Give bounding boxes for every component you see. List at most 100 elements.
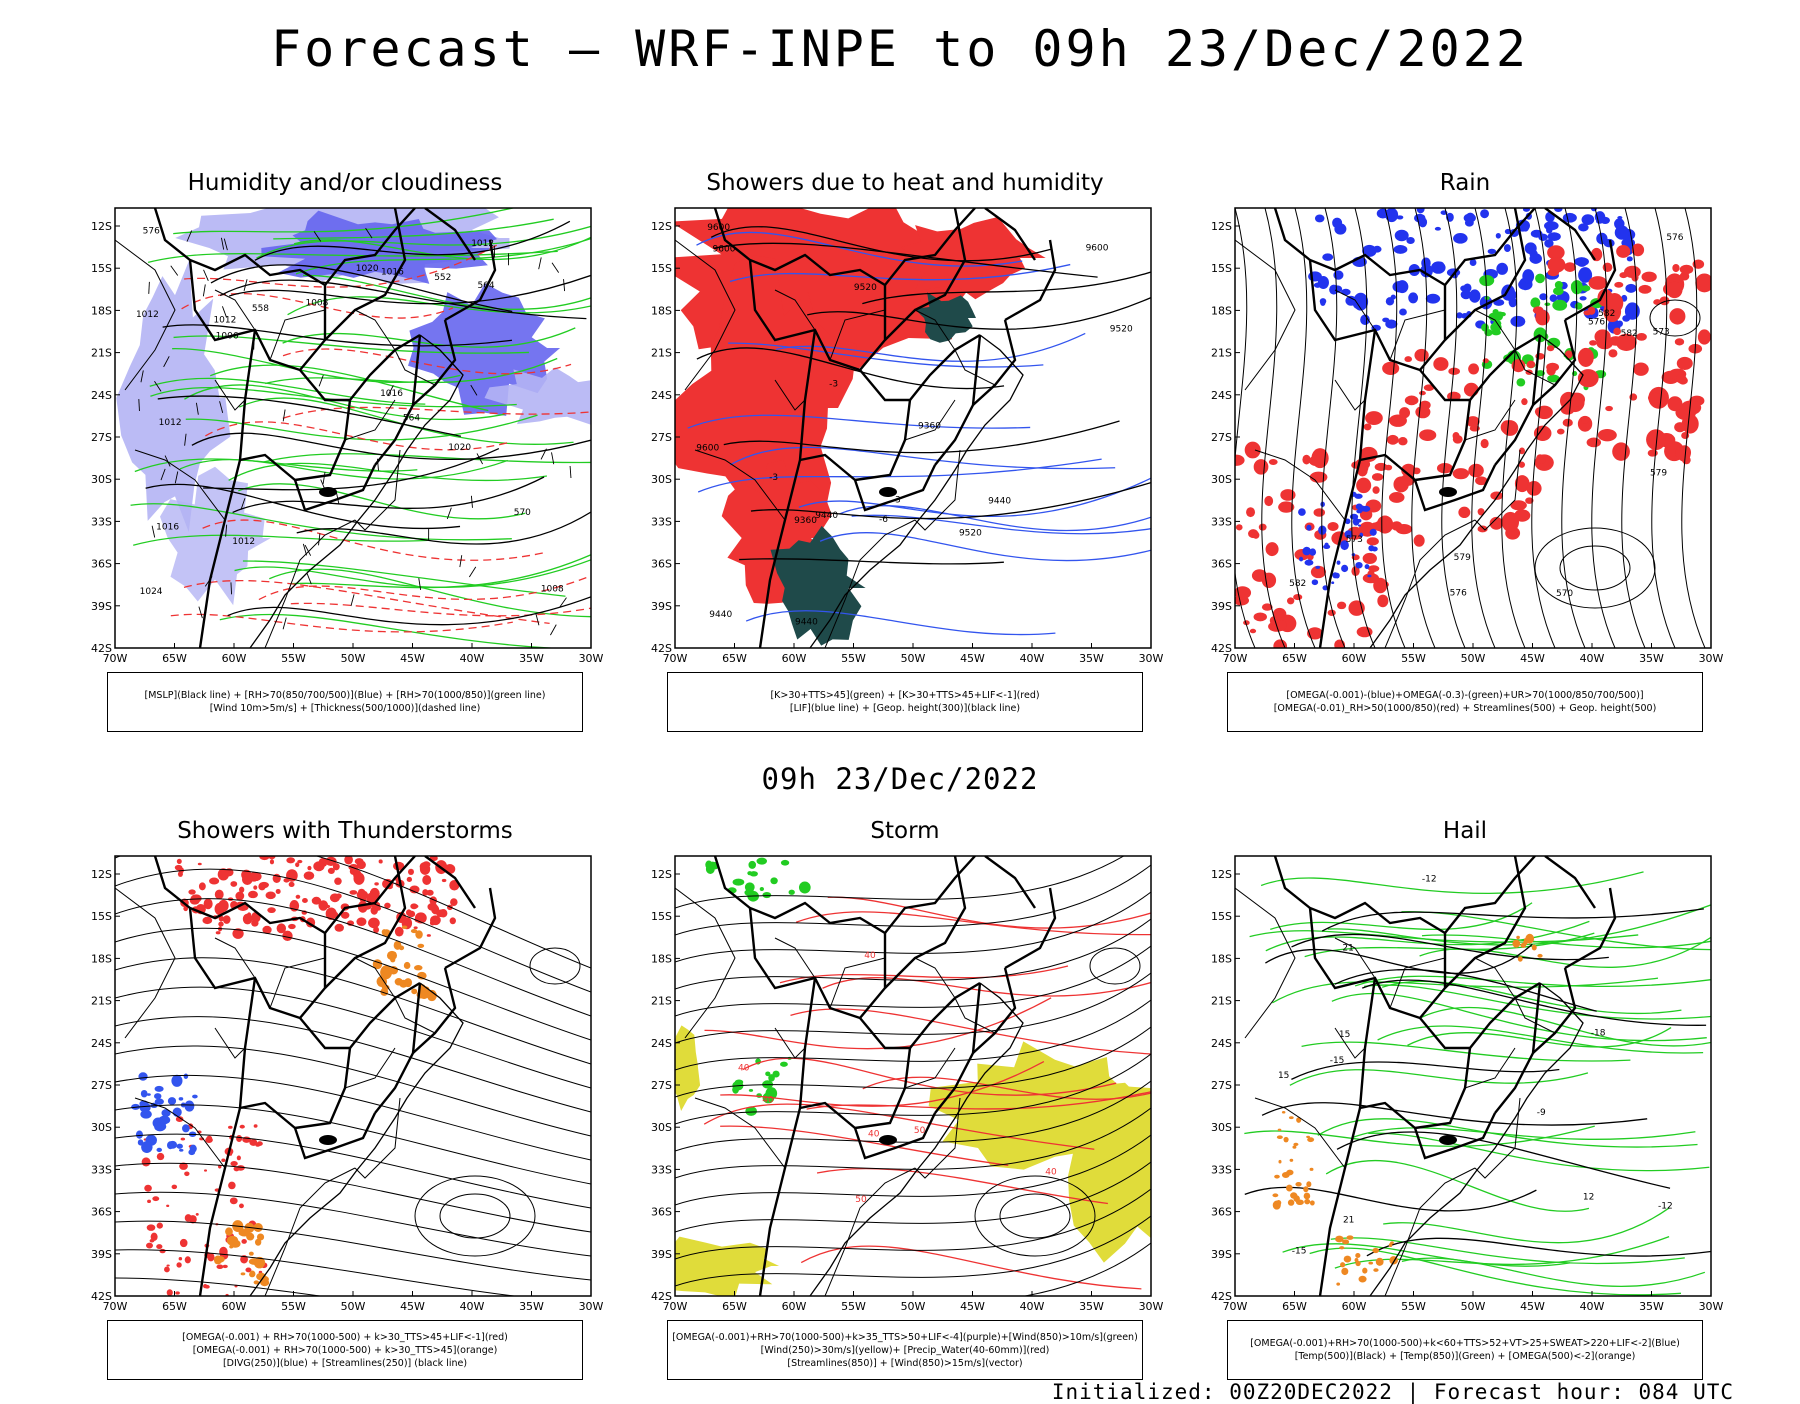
- contour-label: 9520: [854, 283, 877, 293]
- lat-label: 24S: [1211, 389, 1232, 402]
- lon-label: 60W: [222, 1300, 247, 1313]
- lat-label: 36S: [91, 558, 112, 571]
- contour-label: 570: [1556, 589, 1573, 599]
- lat-label: 24S: [91, 389, 112, 402]
- lat-label: 18S: [651, 304, 672, 317]
- wind-arrow: [139, 399, 140, 411]
- contour-label: 15: [1278, 1071, 1289, 1081]
- lon-label: 35W: [519, 1300, 544, 1313]
- lat-label: 21S: [651, 995, 672, 1008]
- lat-label: 21S: [91, 347, 112, 360]
- contour-label: 1020: [356, 264, 379, 274]
- lat-label: 15S: [651, 262, 672, 275]
- legend-line: [Temp(500)](Black) + [Temp(850)](Green) …: [1295, 1351, 1636, 1362]
- contour-label: 9360: [918, 421, 941, 431]
- lat-label: 18S: [91, 304, 112, 317]
- contour-label: -18: [1591, 1029, 1606, 1039]
- lon-label: 30W: [579, 652, 604, 665]
- contour-label: -15: [1330, 1056, 1345, 1066]
- contour-label: 576: [143, 226, 160, 236]
- lat-label: 33S: [91, 1163, 112, 1176]
- contour-label: 9600: [696, 443, 719, 453]
- lat-label: 30S: [651, 473, 672, 486]
- lon-label: 55W: [1401, 1300, 1426, 1313]
- lat-label: 39S: [651, 1248, 672, 1261]
- panel-title: Showers due to heat and humidity: [655, 170, 1155, 196]
- panel-title: Hail: [1215, 818, 1715, 844]
- lat-label: 21S: [91, 995, 112, 1008]
- contour-label: 12: [1583, 1193, 1594, 1203]
- contour-label: 564: [403, 413, 420, 423]
- contour-label: -12: [1658, 1201, 1673, 1211]
- lon-label: 40W: [460, 1300, 485, 1313]
- lon-label: 30W: [579, 1300, 604, 1313]
- contour-label: 21: [1343, 1215, 1354, 1225]
- lat-label: 33S: [651, 1163, 672, 1176]
- lat-label: 39S: [1211, 600, 1232, 613]
- lon-label: 70W: [663, 652, 688, 665]
- lat-label: 24S: [651, 1037, 672, 1050]
- lat-label: 36S: [1211, 1206, 1232, 1219]
- contour-label: 40: [738, 1064, 750, 1074]
- contour-label: 1008: [305, 299, 328, 309]
- page-title: Forecast – WRF-INPE to 09h 23/Dec/2022: [0, 20, 1800, 78]
- legend-showers: [K>30+TTS>45](green) + [K>30+TTS>45+LIF<…: [667, 672, 1143, 732]
- contour-label: 576: [1450, 588, 1467, 598]
- lon-label: 65W: [162, 652, 187, 665]
- lon-label: 55W: [1401, 652, 1426, 665]
- lon-label: 55W: [841, 652, 866, 665]
- lon-label: 45W: [400, 1300, 425, 1313]
- contour-label: 1024: [140, 587, 163, 597]
- lat-label: 15S: [91, 262, 112, 275]
- contour-label: 9600: [713, 245, 736, 255]
- lat-label: 18S: [651, 952, 672, 965]
- lat-label: 36S: [1211, 558, 1232, 571]
- contour-label: 9440: [709, 610, 732, 620]
- lat-label: 12S: [1211, 868, 1232, 881]
- legend-line: [OMEGA(-0.001)-(blue)+OMEGA(-0.3)-(green…: [1286, 690, 1643, 701]
- lat-label: 27S: [651, 431, 672, 444]
- legend-line: [MSLP](Black line) + [RH>70(850/700/500)…: [145, 690, 546, 701]
- lat-label: 39S: [651, 600, 672, 613]
- contour-label: 1012: [213, 315, 236, 325]
- lat-label: 12S: [651, 868, 672, 881]
- contour-label: 552: [434, 273, 451, 283]
- contour-label: 576: [1666, 233, 1683, 243]
- lat-label: 33S: [91, 515, 112, 528]
- lon-label: 45W: [1520, 652, 1545, 665]
- map-background: [1235, 856, 1711, 1296]
- lon-label: 65W: [162, 1300, 187, 1313]
- lon-label: 60W: [782, 652, 807, 665]
- contour-label: -15: [1292, 1246, 1307, 1256]
- contour-label: 1008: [541, 585, 564, 595]
- legend-humidity: [MSLP](Black line) + [RH>70(850/700/500)…: [107, 672, 583, 732]
- lat-label: 18S: [1211, 952, 1232, 965]
- map-rain: 58258257957657657357357657958257012S15S1…: [1215, 200, 1715, 670]
- lon-label: 50W: [341, 1300, 366, 1313]
- lon-label: 30W: [1139, 652, 1164, 665]
- lat-label: 12S: [91, 220, 112, 233]
- lon-label: 35W: [1079, 652, 1104, 665]
- legend-line: [Wind 10m>5m/s] + [Thickness(500/1000)](…: [210, 703, 481, 714]
- lon-label: 60W: [1342, 652, 1367, 665]
- contour-label: 21: [1342, 944, 1353, 954]
- legend-line: [LIF](blue line) + [Geop. height(300)](b…: [790, 703, 1020, 714]
- lon-label: 40W: [1580, 1300, 1605, 1313]
- contour-label: 558: [252, 304, 269, 314]
- lat-label: 30S: [91, 1121, 112, 1134]
- lat-label: 39S: [1211, 1248, 1232, 1261]
- lat-label: 33S: [1211, 1163, 1232, 1176]
- map-area: 9600960096009600952095209520944094409440…: [647, 196, 1151, 648]
- wind-arrow: [149, 282, 150, 294]
- contour-label: 573: [1653, 327, 1670, 337]
- lon-label: 70W: [663, 1300, 688, 1313]
- lon-label: 40W: [1020, 652, 1045, 665]
- lon-label: 35W: [1639, 1300, 1664, 1313]
- lon-label: 65W: [722, 652, 747, 665]
- map-showers: 9600960096009600952095209520944094409440…: [655, 200, 1155, 670]
- lon-label: 70W: [103, 652, 128, 665]
- panel-title: Showers with Thunderstorms: [95, 818, 595, 844]
